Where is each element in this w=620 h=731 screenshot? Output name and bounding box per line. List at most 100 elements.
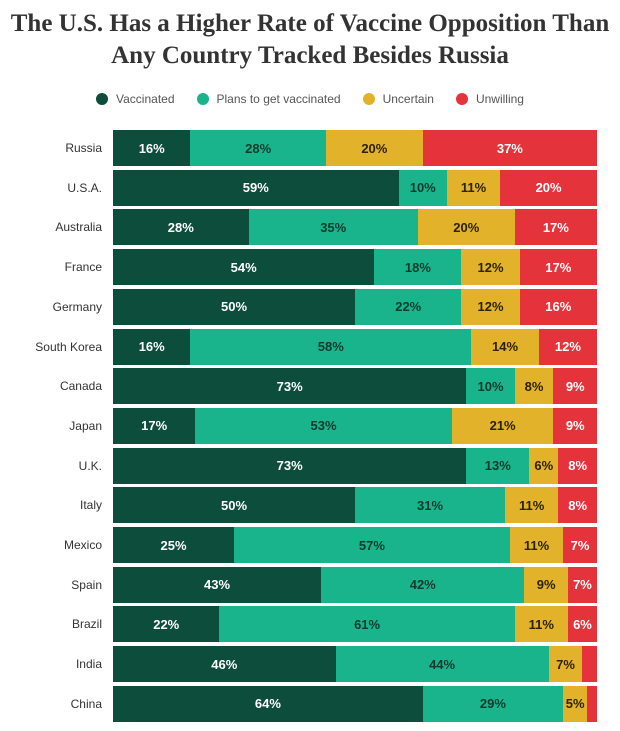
legend-label-unwilling: Unwilling [475,92,524,106]
bar-segment-vaccinated-japan: 17% [113,407,196,444]
bar-segment-unwilling-mexico: 7% [563,527,597,563]
bar-segment-plans-japan: 53% [195,407,452,444]
bar-brazil: 22% 61% 11% 6% [113,606,597,643]
bar-segment-vaccinated-france: 54% [113,249,375,286]
bar-segment-uncertain-italy: 11% [505,487,559,524]
bar-segment-vaccinated-germany: 50% [113,288,355,325]
row-label-brazil: Brazil [71,617,102,632]
chart-row-spain: Spain 43% 42% 9% 7% [0,566,620,603]
chart-row-france: France 54% 18% 12% 17% [0,249,620,286]
chart-row-italy: Italy 50% 31% 11% 8% [0,487,620,524]
bar-canada: 73% 10% 8% 9% [113,368,597,405]
bar-segment-unwilling-japan: 9% [553,407,597,444]
bar-segment-plans-brazil: 61% [219,606,515,643]
bar-segment-uncertain-india: 7% [548,646,583,683]
bar-segment-plans-mexico: 57% [234,527,510,563]
bar-segment-uncertain-australia: 20% [417,209,515,246]
bar-segment-plans-germany: 22% [355,288,462,325]
chart-row-brazil: Brazil 22% 61% 11% 6% [0,606,620,643]
row-label-china: China [70,696,102,711]
bar-segment-vaccinated-canada: 73% [113,368,467,405]
bar-segment-uncertain-china: 5% [563,685,588,722]
legend-swatch-plans [196,93,209,105]
chart-row-china: China 64% 29% 5% [0,685,620,722]
bar-china: 64% 29% 5% [113,685,597,722]
chart-row-u-k: U.K. 73% 13% 6% 8% [0,447,620,484]
row-label-japan: Japan [69,418,102,433]
bar-segment-unwilling-russia: 37% [422,130,597,166]
bar-segment-plans-u-k: 13% [466,447,530,484]
bar-segment-uncertain-france: 12% [461,249,520,286]
bar-germany: 50% 22% 12% 16% [113,288,597,325]
chart-title: The U.S. Has a Higher Rate of Vaccine Op… [0,8,620,72]
bar-segment-uncertain-brazil: 11% [514,606,568,643]
bar-mexico: 25% 57% 11% 7% [113,527,597,563]
row-label-spain: Spain [71,577,102,592]
bar-segment-unwilling-brazil: 6% [567,606,597,643]
bar-spain: 43% 42% 9% 7% [113,566,597,603]
row-label-russia: Russia [65,141,102,155]
row-label-u-k: U.K. [78,458,102,473]
legend-label-plans: Plans to get vaccinated [216,92,341,106]
bar-segment-plans-spain: 42% [321,566,525,603]
bar-segment-plans-canada: 10% [466,368,515,405]
bar-segment-plans-china: 29% [422,685,564,722]
chart-title-line-1: The U.S. Has a Higher Rate of Vaccine Op… [10,10,610,37]
chart-row-russia: Russia 16% 28% 20% 37% [0,130,620,166]
row-label-australia: Australia [55,220,102,235]
bar-segment-vaccinated-south-korea: 16% [113,328,191,365]
row-label-france: France [64,260,102,275]
bar-segment-unwilling-france: 17% [519,249,597,286]
bar-segment-unwilling-canada: 9% [553,368,597,405]
bar-segment-plans-india: 44% [335,646,549,683]
bar-segment-unwilling-italy: 8% [558,487,597,524]
bar-segment-uncertain-spain: 9% [524,566,568,603]
bar-segment-plans-u-s-a: 10% [398,169,447,206]
legend-swatch-vaccinated [96,93,109,105]
bar-segment-uncertain-russia: 20% [325,130,423,166]
bar-segment-uncertain-u-k: 6% [529,447,559,484]
chart-row-south-korea: South Korea 16% 58% 14% 12% [0,328,620,365]
legend-label-vaccinated: Vaccinated [116,92,175,106]
bar-segment-plans-russia: 28% [190,130,326,166]
row-label-india: India [75,657,102,672]
legend-swatch-unwilling [455,93,468,105]
legend-item-vaccinated: Vaccinated [96,92,175,106]
row-label-canada: Canada [59,379,102,394]
bar-segment-vaccinated-australia: 28% [113,209,249,246]
chart-row-canada: Canada 73% 10% 8% 9% [0,368,620,405]
chart-row-u-s-a: U.S.A. 59% 10% 11% 20% [0,169,620,206]
bar-segment-vaccinated-russia: 16% [113,130,191,166]
bar-segment-vaccinated-india: 46% [113,646,336,683]
bar-segment-unwilling-australia: 17% [514,209,597,246]
bar-u-k: 73% 13% 6% 8% [113,447,597,484]
bar-south-korea: 16% 58% 14% 12% [113,328,597,365]
bar-segment-vaccinated-u-s-a: 59% [113,169,399,206]
bar-segment-vaccinated-u-k: 73% [113,447,467,484]
stacked-bar-chart: Russia 16% 28% 20% 37% U.S.A. 59% 10% 11% 20% Aust… [0,130,620,726]
bar-segment-uncertain-canada: 8% [514,368,554,405]
legend-swatch-uncertain [362,93,375,105]
bar-segment-vaccinated-brazil: 22% [113,606,220,643]
chart-row-mexico: Mexico 25% 57% 11% 7% [0,527,620,563]
bar-segment-vaccinated-china: 64% [113,685,423,722]
legend-item-unwilling: Unwilling [455,92,524,106]
row-label-u-s-a: U.S.A. [67,180,102,195]
chart-legend: Vaccinated Plans to get vaccinated Uncer… [0,92,620,106]
bar-segment-vaccinated-mexico: 25% [113,527,234,563]
bar-segment-vaccinated-spain: 43% [113,566,322,603]
bar-australia: 28% 35% 20% 17% [113,209,597,246]
bar-segment-uncertain-germany: 12% [461,288,520,325]
bar-segment-plans-italy: 31% [355,487,506,524]
legend-item-uncertain: Uncertain [362,92,434,106]
bar-segment-uncertain-japan: 21% [451,407,554,444]
bar-segment-vaccinated-italy: 50% [113,487,355,524]
bar-segment-unwilling-germany: 16% [519,288,597,325]
bar-segment-unwilling-u-k: 8% [558,447,597,484]
chart-row-germany: Germany 50% 22% 12% 16% [0,288,620,325]
bar-france: 54% 18% 12% 17% [113,249,597,286]
bar-segment-unwilling-spain: 7% [567,566,597,603]
bar-segment-plans-france: 18% [374,249,462,286]
bar-russia: 16% 28% 20% 37% [113,130,597,166]
bar-segment-uncertain-u-s-a: 11% [446,169,501,206]
